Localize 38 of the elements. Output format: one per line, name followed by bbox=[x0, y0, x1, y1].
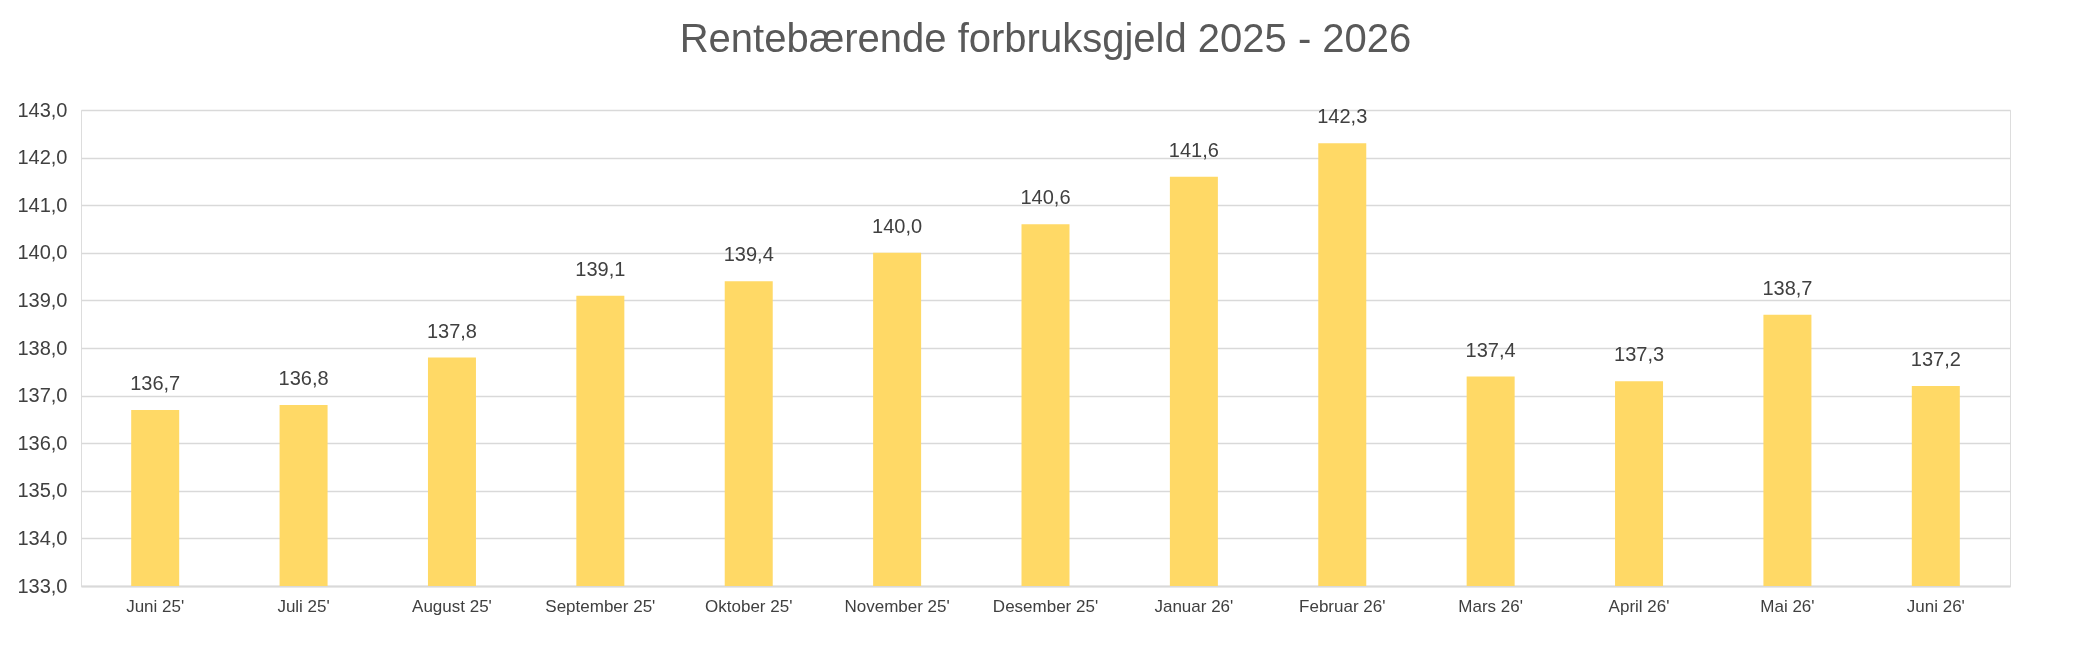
data-label: 139,4 bbox=[723, 243, 774, 266]
x-tick-label: August 25' bbox=[412, 596, 492, 616]
x-tick-label: Mars 26' bbox=[1458, 596, 1523, 616]
y-tick-label: 142,0 bbox=[17, 146, 68, 169]
y-tick-label: 138,0 bbox=[17, 336, 68, 359]
data-label: 137,2 bbox=[1910, 348, 1961, 371]
x-tick-label: Juni 26' bbox=[1906, 596, 1965, 616]
data-label: 137,3 bbox=[1614, 343, 1665, 366]
data-label: 138,7 bbox=[1762, 276, 1813, 299]
data-label: 141,6 bbox=[1168, 138, 1219, 161]
y-tick-label: 134,0 bbox=[17, 526, 68, 549]
x-tick-label: April 26' bbox=[1608, 596, 1670, 616]
x-tick-label: Desember 25' bbox=[992, 596, 1099, 616]
chart-title: Rentebærende forbruksgjeld 2025 - 2026 bbox=[679, 16, 1412, 60]
y-tick-label: 143,0 bbox=[17, 98, 68, 121]
x-tick-label: Juli 25' bbox=[277, 596, 330, 616]
y-tick-label: 133,0 bbox=[17, 574, 68, 597]
data-label: 137,8 bbox=[426, 319, 477, 342]
y-tick-label: 141,0 bbox=[17, 193, 68, 216]
data-label: 140,0 bbox=[872, 214, 923, 237]
y-tick-label: 137,0 bbox=[17, 384, 68, 407]
x-tick-label: November 25' bbox=[844, 596, 950, 616]
x-tick-label: Oktober 25' bbox=[705, 596, 793, 616]
data-label: 140,6 bbox=[1020, 186, 1071, 209]
y-tick-label: 139,0 bbox=[17, 288, 68, 311]
y-tick-label: 140,0 bbox=[17, 241, 68, 264]
y-tick-label: 135,0 bbox=[17, 479, 68, 502]
data-label: 136,7 bbox=[130, 371, 181, 394]
x-tick-label: Februar 26' bbox=[1299, 596, 1386, 616]
data-label: 139,1 bbox=[575, 257, 626, 280]
data-label: 142,3 bbox=[1317, 105, 1368, 128]
x-tick-label: Mai 26' bbox=[1760, 596, 1815, 616]
x-tick-label: September 25' bbox=[545, 596, 656, 616]
x-tick-label: Juni 25' bbox=[126, 596, 185, 616]
data-label: 137,4 bbox=[1465, 338, 1516, 361]
x-tick-label: Januar 26' bbox=[1154, 596, 1234, 616]
y-tick-label: 136,0 bbox=[17, 431, 68, 454]
data-label: 136,8 bbox=[278, 367, 329, 390]
